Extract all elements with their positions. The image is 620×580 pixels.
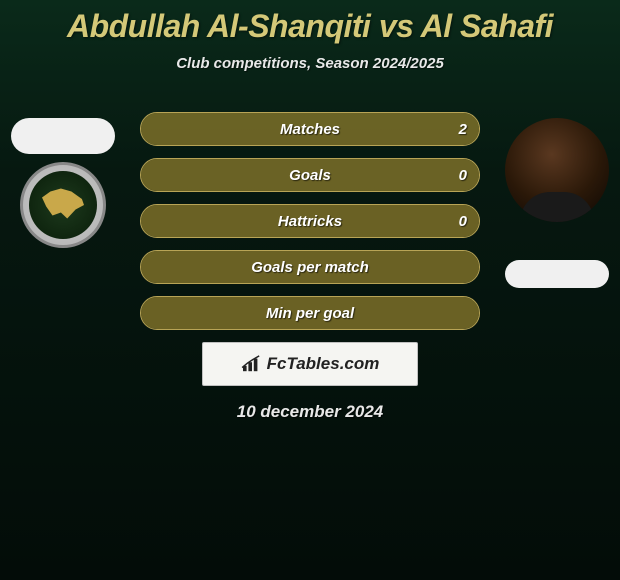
stat-right-value: 0 (449, 213, 479, 230)
subtitle: Club competitions, Season 2024/2025 (0, 55, 620, 72)
left-player-avatar (11, 118, 115, 154)
watermark: FcTables.com (202, 342, 418, 386)
stat-label: Min per goal (171, 305, 449, 322)
stat-right-value: 0 (449, 167, 479, 184)
right-player-panel (502, 118, 612, 288)
stat-row-goals-per-match: Goals per match (140, 250, 480, 284)
left-club-badge (20, 162, 106, 248)
right-player-avatar (505, 118, 609, 222)
page-title: Abdullah Al-Shanqiti vs Al Sahafi (0, 0, 620, 45)
stat-label: Goals per match (171, 259, 449, 276)
stat-row-min-per-goal: Min per goal (140, 296, 480, 330)
stat-label: Hattricks (171, 213, 449, 230)
stat-right-value: 2 (449, 121, 479, 138)
stats-table: Matches 2 Goals 0 Hattricks 0 Goals per … (140, 112, 480, 330)
watermark-text: FcTables.com (267, 354, 380, 374)
stat-row-matches: Matches 2 (140, 112, 480, 146)
left-player-panel (8, 118, 118, 248)
chart-icon (241, 355, 263, 373)
right-club-badge (505, 260, 609, 288)
stat-row-hattricks: Hattricks 0 (140, 204, 480, 238)
stat-label: Matches (171, 121, 449, 138)
stat-row-goals: Goals 0 (140, 158, 480, 192)
stat-label: Goals (171, 167, 449, 184)
date: 10 december 2024 (0, 402, 620, 422)
